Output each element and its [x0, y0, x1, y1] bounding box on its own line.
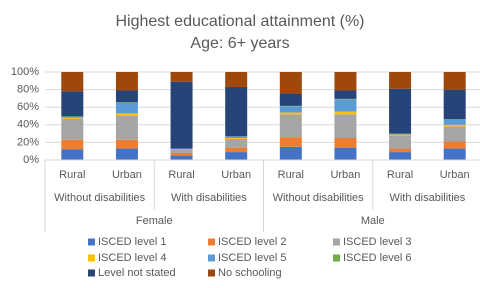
bar-segment — [115, 102, 138, 114]
bar-segment — [443, 124, 466, 127]
bar-segment — [443, 89, 466, 120]
bar-segment — [389, 134, 412, 136]
legend-label: ISCED level 5 — [218, 252, 286, 264]
y-tick-label: 100% — [11, 66, 39, 78]
x-tick-label: Urban — [112, 169, 142, 181]
legend-swatch — [88, 269, 95, 277]
bar-segment — [170, 155, 193, 160]
bar-segment — [389, 148, 412, 153]
bar-segment — [443, 148, 466, 160]
legend-swatch — [208, 254, 215, 262]
bar-segment — [389, 88, 412, 134]
x-tick-label: Rural — [278, 169, 304, 181]
y-tick-label: 0% — [23, 154, 39, 166]
bar-segment — [115, 90, 138, 103]
group-label: With disabilities — [171, 192, 247, 204]
x-tick-label: Urban — [221, 169, 251, 181]
group-label: Male — [361, 215, 385, 227]
bar-segment — [61, 139, 84, 150]
x-tick-label: Rural — [59, 169, 85, 181]
y-tick-label: 20% — [17, 136, 39, 148]
bar-segment — [225, 138, 248, 139]
bar-segment — [115, 116, 138, 140]
bar-segment — [443, 72, 466, 90]
bar-segment — [61, 91, 84, 117]
x-tick-label: Rural — [168, 169, 194, 181]
bar-segment — [115, 148, 138, 160]
legend-swatch — [333, 254, 340, 262]
bar-segment — [443, 126, 466, 142]
bar-segment — [61, 149, 84, 160]
bar-segment — [170, 152, 193, 156]
legend-swatch — [208, 238, 215, 246]
chart-subtitle: Age: 6+ years — [190, 35, 289, 52]
x-tick-label: Urban — [330, 169, 360, 181]
y-tick-label: 60% — [17, 101, 39, 113]
bar-segment — [61, 116, 84, 118]
legend-label: ISCED level 2 — [218, 236, 286, 248]
legend-swatch — [333, 238, 340, 246]
bar-segment — [170, 149, 193, 153]
bar-segment — [279, 137, 302, 147]
bar-segment — [334, 147, 357, 160]
bar-segment — [334, 138, 357, 148]
bar-segment — [170, 72, 193, 82]
bar-segment — [115, 72, 138, 91]
group-label: Female — [136, 215, 173, 227]
bar-segment — [225, 152, 248, 160]
bar-segment — [279, 106, 302, 113]
legend-label: Level not stated — [98, 267, 176, 279]
legend-label: ISCED level 1 — [98, 236, 166, 248]
bar-segment — [334, 114, 357, 138]
bar-segment — [334, 99, 357, 112]
y-tick-label: 40% — [17, 119, 39, 131]
bar-segment — [61, 117, 84, 119]
x-tick-label: Rural — [387, 169, 413, 181]
bar-segment — [279, 112, 302, 115]
bar-segment — [334, 111, 357, 115]
bar-segment — [61, 118, 84, 140]
group-label: With disabilities — [389, 192, 465, 204]
bar-segment — [279, 146, 302, 160]
bar-segment — [225, 72, 248, 87]
bar-segment — [443, 119, 466, 125]
bar-segment — [225, 138, 248, 148]
legend-swatch — [88, 238, 95, 246]
bar-segment — [389, 135, 412, 149]
bar-segment — [389, 152, 412, 160]
legend-swatch — [88, 254, 95, 262]
bar-segment — [225, 136, 248, 138]
bar-segment — [61, 72, 84, 92]
group-label: Without disabilities — [273, 192, 365, 204]
legend-label: ISCED level 3 — [343, 236, 411, 248]
bar-segment — [279, 114, 302, 138]
bar-segment — [225, 147, 248, 153]
bar-segment — [170, 81, 193, 149]
bar-segment — [279, 94, 302, 106]
x-tick-label: Urban — [440, 169, 470, 181]
legend-swatch — [208, 269, 215, 277]
bar-segment — [115, 139, 138, 149]
bar-segment — [225, 86, 248, 137]
bar-segment — [115, 113, 138, 116]
bar-segment — [443, 141, 466, 149]
bar-segment — [389, 72, 412, 89]
bar-segment — [334, 72, 357, 91]
chart-title: Highest educational attainment (%) — [115, 13, 364, 30]
group-label: Without disabilities — [54, 192, 146, 204]
y-tick-label: 80% — [17, 84, 39, 96]
bar-segment — [279, 72, 302, 94]
legend-label: ISCED level 6 — [343, 252, 411, 264]
bar-segment — [334, 90, 357, 99]
legend-label: ISCED level 4 — [98, 252, 166, 264]
bar-segment — [389, 133, 412, 135]
legend-label: No schooling — [218, 267, 282, 279]
